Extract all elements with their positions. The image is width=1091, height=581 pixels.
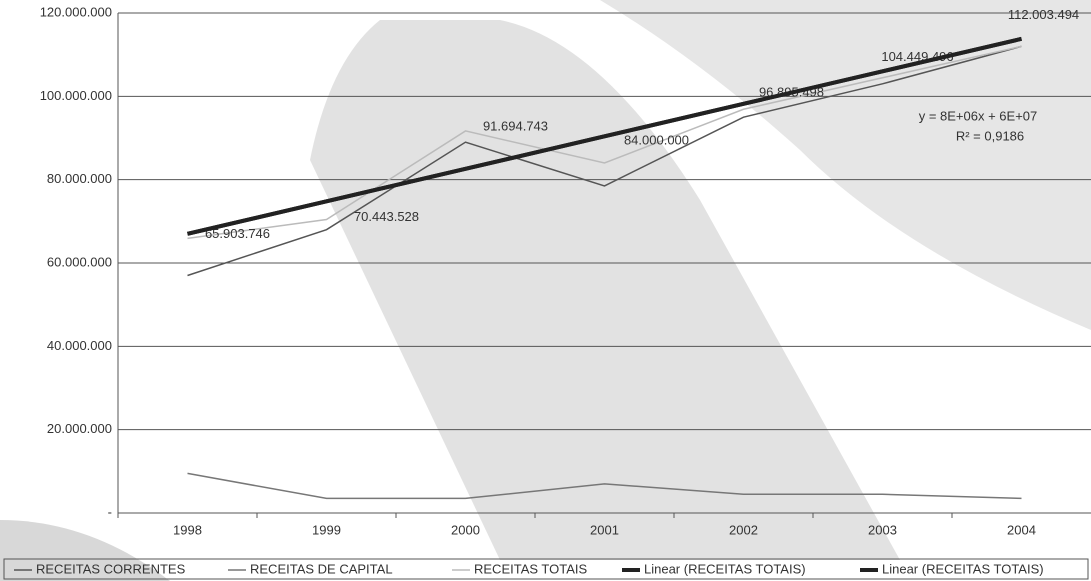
y-tick-label: 80.000.000 (47, 171, 112, 186)
series-line (187, 472, 1022, 500)
legend-label: RECEITAS CORRENTES (36, 561, 186, 576)
x-tick-label: 2001 (590, 522, 619, 537)
series-line (187, 45, 1022, 277)
legend-label: RECEITAS TOTAIS (474, 561, 588, 576)
trend-equation: y = 8E+06x + 6E+07 (919, 108, 1038, 123)
data-label: 91.694.743 (483, 118, 548, 133)
y-tick-label: 100.000.000 (40, 88, 112, 103)
x-tick-label: 2000 (451, 522, 480, 537)
x-tick-label: 2003 (868, 522, 897, 537)
legend-label: Linear (RECEITAS TOTAIS) (882, 561, 1044, 576)
series-line (187, 45, 1022, 240)
y-tick-label: - (108, 504, 112, 519)
y-tick-label: 20.000.000 (47, 421, 112, 436)
x-tick-label: 1998 (173, 522, 202, 537)
data-label: 65.903.746 (205, 226, 270, 241)
y-tick-label: 120.000.000 (40, 4, 112, 19)
x-tick-label: 1999 (312, 522, 341, 537)
trend-r-squared: R² = 0,9186 (956, 128, 1024, 143)
data-label: 70.443.528 (354, 209, 419, 224)
y-tick-label: 60.000.000 (47, 254, 112, 269)
data-label: 112.003.494 (1008, 7, 1079, 22)
x-tick-label: 2004 (1007, 522, 1036, 537)
data-label: 84.000.000 (624, 132, 689, 147)
trend-line (187, 36, 1022, 236)
y-tick-label: 40.000.000 (47, 338, 112, 353)
legend-label: Linear (RECEITAS TOTAIS) (644, 561, 806, 576)
legend-label: RECEITAS DE CAPITAL (250, 561, 393, 576)
legend-box (3, 558, 1089, 580)
x-tick-label: 2002 (729, 522, 758, 537)
